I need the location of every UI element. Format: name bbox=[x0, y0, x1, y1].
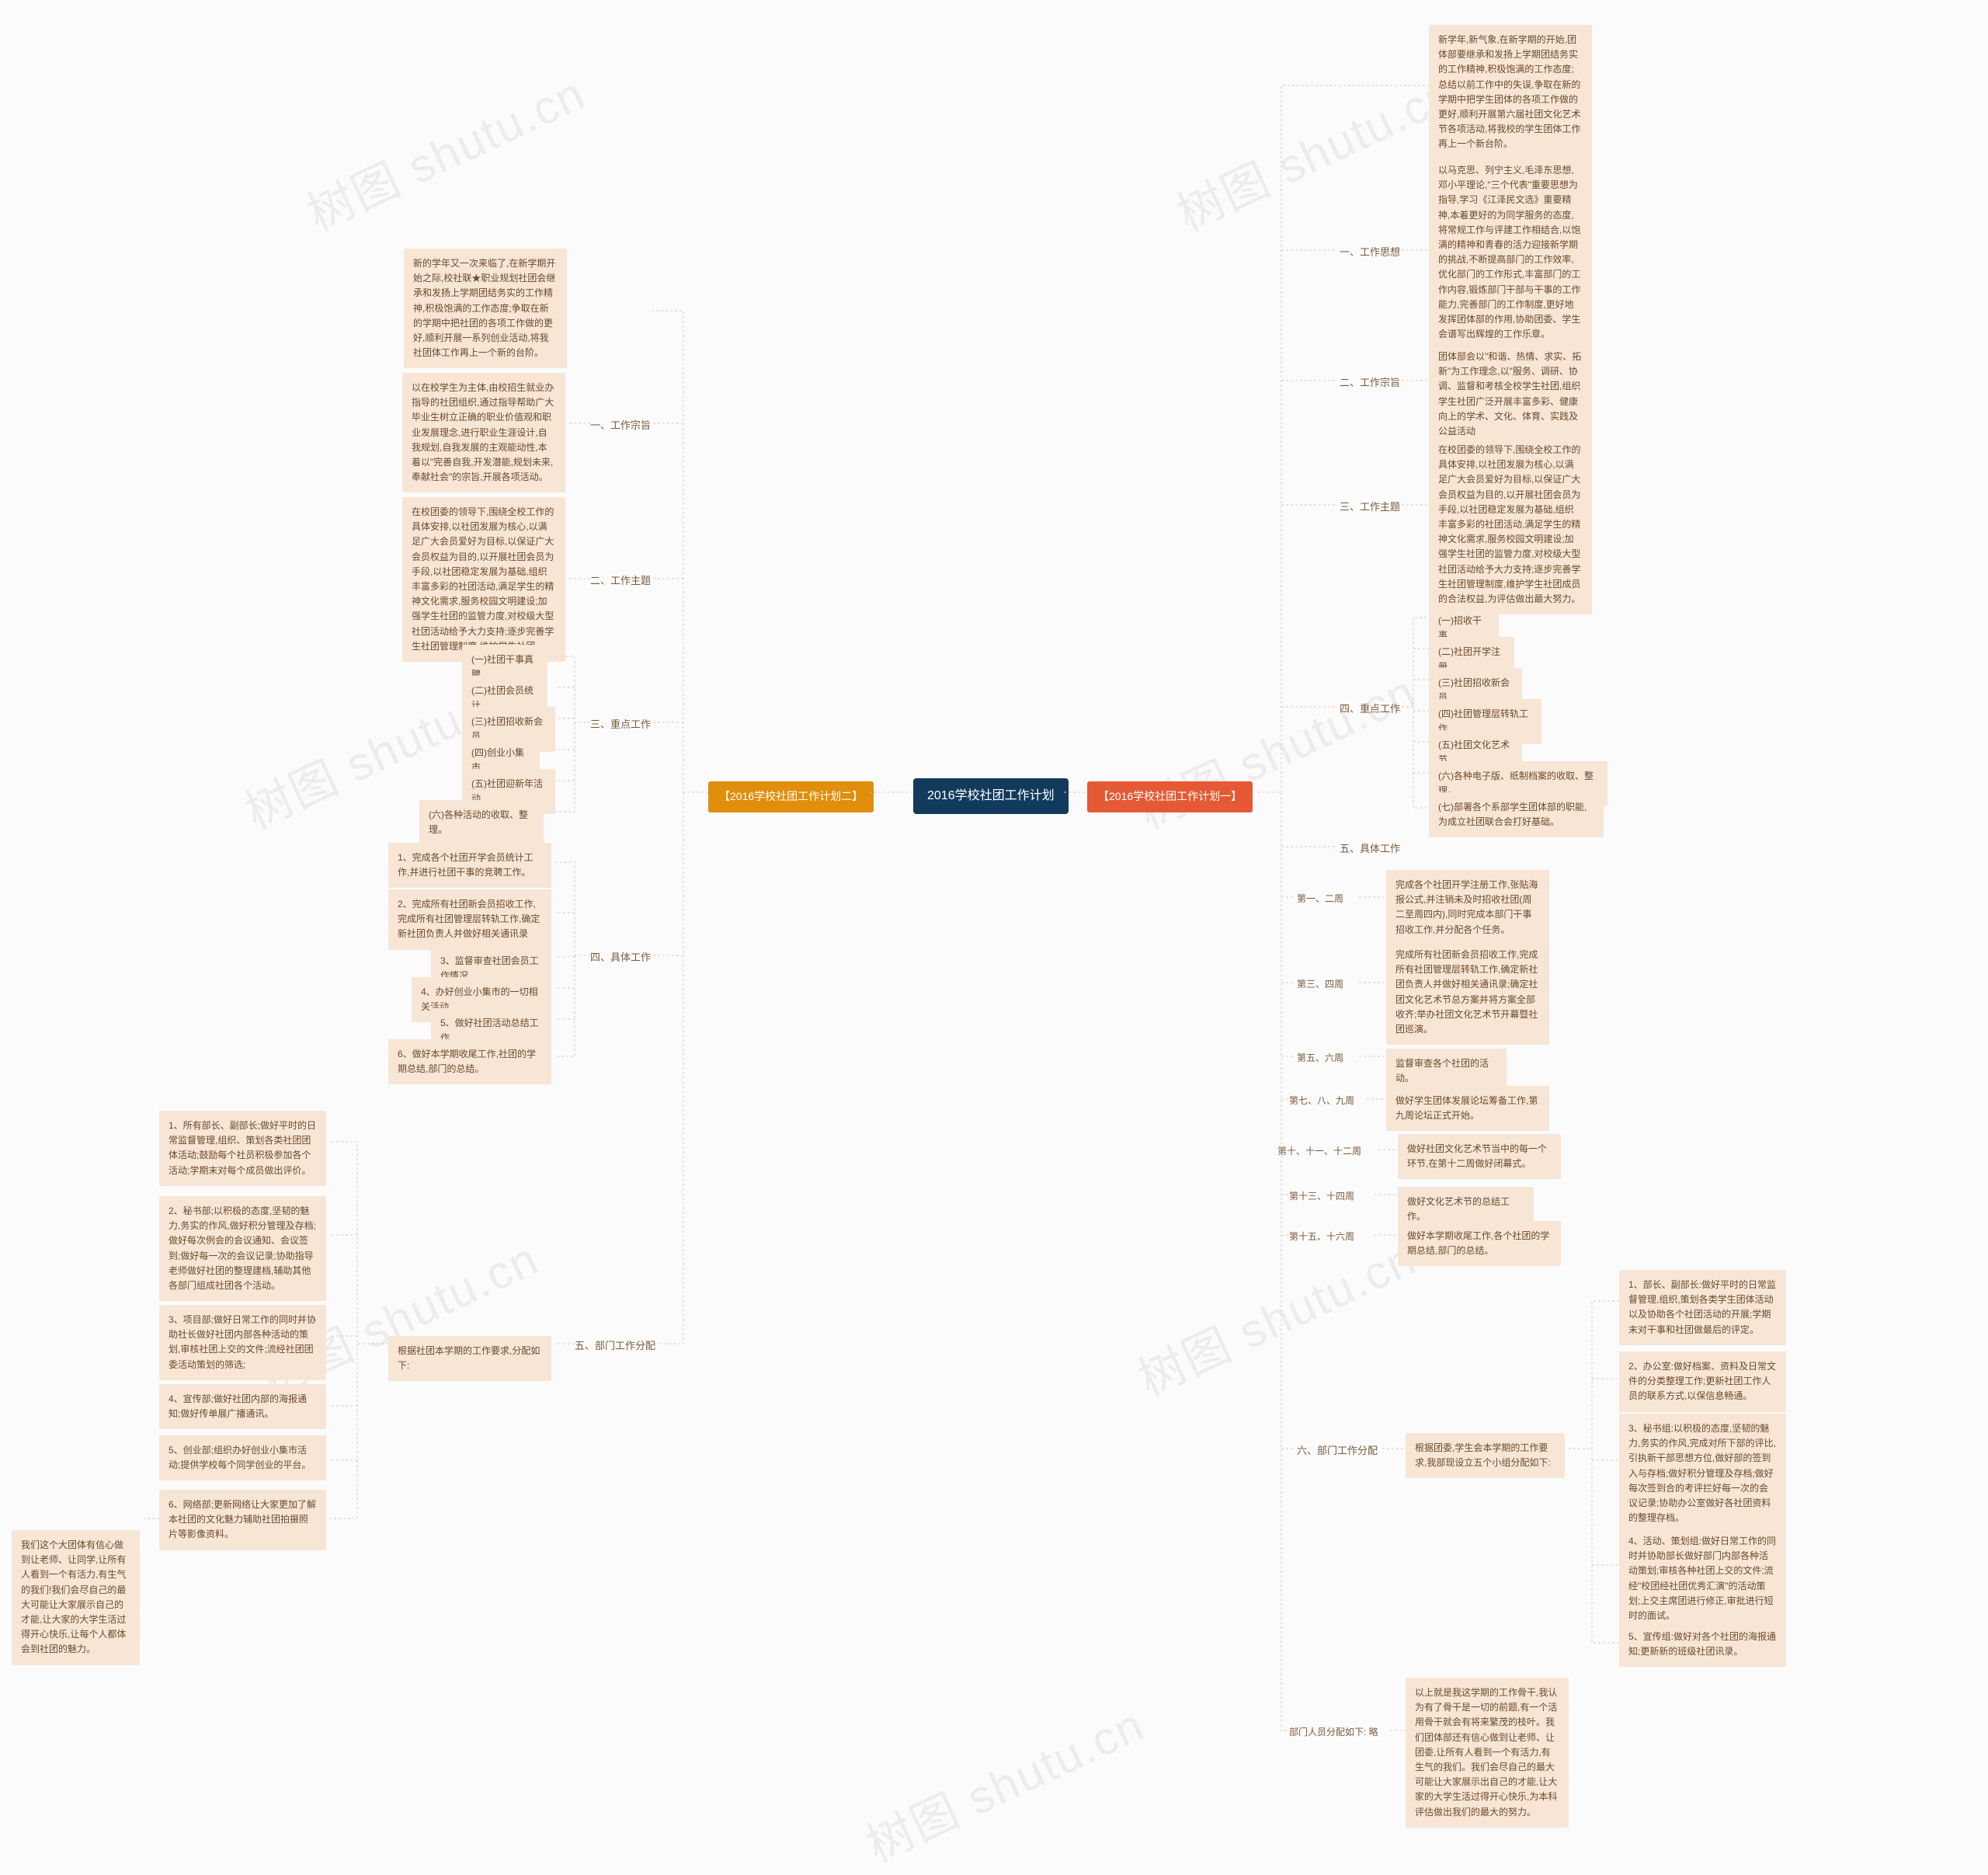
right-sec4[interactable]: 四、重点工作 bbox=[1340, 699, 1400, 719]
right-closing-text: 以上就是我这学期的工作骨干,我认为有了骨干是一切的前题,有一个活用骨干就会有将来… bbox=[1406, 1678, 1569, 1828]
right-sec6[interactable]: 六、部门工作分配 bbox=[1297, 1441, 1378, 1461]
left-sec5-i4: 4、宣传部;做好社团内部的海报通知;做好传单展广播通讯。 bbox=[159, 1384, 326, 1429]
right-w3[interactable]: 第五、六周 bbox=[1297, 1049, 1343, 1068]
left-sec4-i1: 1、完成各个社团开学会员统计工作,并进行社团干事的竞聘工作。 bbox=[388, 843, 551, 888]
right-sec1[interactable]: 一、工作思想 bbox=[1340, 242, 1400, 263]
right-sec2-text: 团体部会以"和谐、热情、求实、拓新"为工作理念,以"服务、调研、协调、监督和考核… bbox=[1429, 342, 1592, 447]
left-sec4[interactable]: 四、具体工作 bbox=[590, 948, 651, 968]
right-w6[interactable]: 第十三、十四周 bbox=[1289, 1187, 1354, 1206]
left-main-node[interactable]: 【2016学校社团工作计划二】 bbox=[708, 781, 874, 812]
right-sec6-i2: 2、办公室:做好档案、资料及日常文件的分类整理工作;更新社团工作人员的联系方式,… bbox=[1619, 1351, 1786, 1412]
right-w2[interactable]: 第三、四周 bbox=[1297, 975, 1343, 994]
watermark: 树图 shutu.cn bbox=[1126, 655, 1426, 843]
right-w4[interactable]: 第七、八、九周 bbox=[1289, 1091, 1354, 1111]
left-sec2[interactable]: 二、工作主题 bbox=[590, 571, 651, 591]
right-w1[interactable]: 第一、二周 bbox=[1297, 889, 1343, 909]
right-w1-text: 完成各个社团开学注册工作,张贴海报公式,并注销未及时招收社团(周二至周四内),同… bbox=[1386, 870, 1549, 945]
right-w7-text: 做好本学期收尾工作,各个社团的学期总结,部门的总结。 bbox=[1398, 1221, 1561, 1266]
right-sec4-i7: (七)部署各个系部学生团体部的职能,为成立社团联合会打好基础。 bbox=[1429, 792, 1604, 837]
right-sec6-i5: 5、宣传组:做好对各个社团的海报通知;更新新的班级社团讯录。 bbox=[1619, 1622, 1786, 1667]
left-sec4-i2: 2、完成所有社团新会员招收工作,完成所有社团管理层转轨工作,确定新社团负责人并做… bbox=[388, 889, 551, 950]
left-sec5-i2: 2、秘书部;以积极的态度,坚韧的魅力,务实的作风,做好积分管理及存档;做好每次例… bbox=[159, 1196, 326, 1301]
right-w5-text: 做好社团文化艺术节当中的每一个环节,在第十二周做好闭幕式。 bbox=[1398, 1134, 1561, 1179]
right-main-node[interactable]: 【2016学校社团工作计划一】 bbox=[1087, 781, 1253, 812]
right-sec3[interactable]: 三、工作主题 bbox=[1340, 497, 1400, 517]
left-sec5-i3: 3、项目部;做好日常工作的同时并协助社长做好社团内部各种活动的策划,审核社团上交… bbox=[159, 1305, 326, 1380]
right-sec2[interactable]: 二、工作宗旨 bbox=[1340, 373, 1400, 393]
right-sec3-text: 在校团委的领导下,围绕全校工作的具体安排,以社团发展为核心,以满足广大会员爱好为… bbox=[1429, 435, 1592, 614]
watermark: 树图 shutu.cn bbox=[1126, 1222, 1426, 1410]
left-sec3-i6: (六)各种活动的收取、整理。 bbox=[419, 800, 544, 845]
right-w5[interactable]: 第十、十一、十二周 bbox=[1277, 1142, 1361, 1161]
left-sec5-i6: 6、网络部;更新网络让大家更加了解本社团的文化魅力辅助社团拍摄照片等影像资料。 bbox=[159, 1490, 326, 1550]
left-closing: 我们这个大团体有信心做到让老师、让同学,让所有人看到一个有活力,有生气的我们!我… bbox=[12, 1530, 140, 1665]
left-sec2-text: 在校团委的领导下,围绕全校工作的具体安排,以社团发展为核心,以满足广大会员爱好为… bbox=[402, 497, 565, 662]
left-sec5-i1: 1、所有部长、副部长;做好平时的日常监督管理,组织、策划各类社团团体活动;鼓励每… bbox=[159, 1111, 326, 1186]
right-sec1-text: 以马克思、列宁主义,毛泽东思想,邓小平理论,"三个代表"重要思想为指导,学习《江… bbox=[1429, 155, 1592, 350]
watermark: 树图 shutu.cn bbox=[295, 57, 595, 245]
right-w7[interactable]: 第十五、十六周 bbox=[1289, 1227, 1354, 1247]
left-sec1-text: 以在校学生为主体,由校招生就业办指导的社团组织,通过指导帮助广大毕业生树立正确的… bbox=[402, 373, 565, 492]
watermark: 树图 shutu.cn bbox=[1165, 57, 1465, 245]
right-sec6-lead: 根据团委,学生会本学期的工作要求,我部现设立五个小组分配如下: bbox=[1406, 1433, 1565, 1478]
left-sec3[interactable]: 三、重点工作 bbox=[590, 715, 651, 735]
right-intro: 新学年,新气象,在新学期的开始,团体部要继承和发扬上学期团结务实的工作精神,积极… bbox=[1429, 25, 1592, 160]
right-sec5[interactable]: 五、具体工作 bbox=[1340, 839, 1400, 859]
left-intro: 新的学年又一次来临了,在新学期开始之际,校社联★职业规划社团会继承和发扬上学期团… bbox=[404, 249, 567, 368]
watermark: 树图 shutu.cn bbox=[854, 1688, 1154, 1875]
left-sec5-i5: 5、创业部;组织办好创业小集市活动;提供学校每个同学创业的平台。 bbox=[159, 1435, 326, 1480]
left-sec1[interactable]: 一、工作宗旨 bbox=[590, 416, 651, 436]
right-w2-text: 完成所有社团新会员招收工作,完成所有社团管理层转轨工作,确定新社团负责人并做好相… bbox=[1386, 940, 1549, 1045]
right-w4-text: 做好学生团体发展论坛筹备工作,第九周论坛正式开始。 bbox=[1386, 1086, 1549, 1131]
left-sec4-i6: 6、做好本学期收尾工作,社团的学期总结,部门的总结。 bbox=[388, 1039, 551, 1084]
left-sec5-lead: 根据社团本学期的工作要求,分配如下: bbox=[388, 1336, 551, 1381]
left-sec5[interactable]: 五、部门工作分配 bbox=[575, 1336, 655, 1356]
right-sec6-i4: 4、活动、策划组:做好日常工作的同时并协助部长做好部门内部各种活动策划;审核各种… bbox=[1619, 1526, 1786, 1631]
right-closing-label: 部门人员分配如下: 略 bbox=[1289, 1723, 1378, 1742]
right-sec6-i3: 3、秘书组:以积极的态度,坚韧的魅力,务实的作风,完成对所下部的评比,引执新干部… bbox=[1619, 1414, 1786, 1533]
root-node[interactable]: 2016学校社团工作计划 bbox=[913, 778, 1069, 814]
right-sec6-i1: 1、部长、副部长:做好平时的日常监督管理,组织,策划各类学生团体活动以及协助各个… bbox=[1619, 1270, 1786, 1345]
